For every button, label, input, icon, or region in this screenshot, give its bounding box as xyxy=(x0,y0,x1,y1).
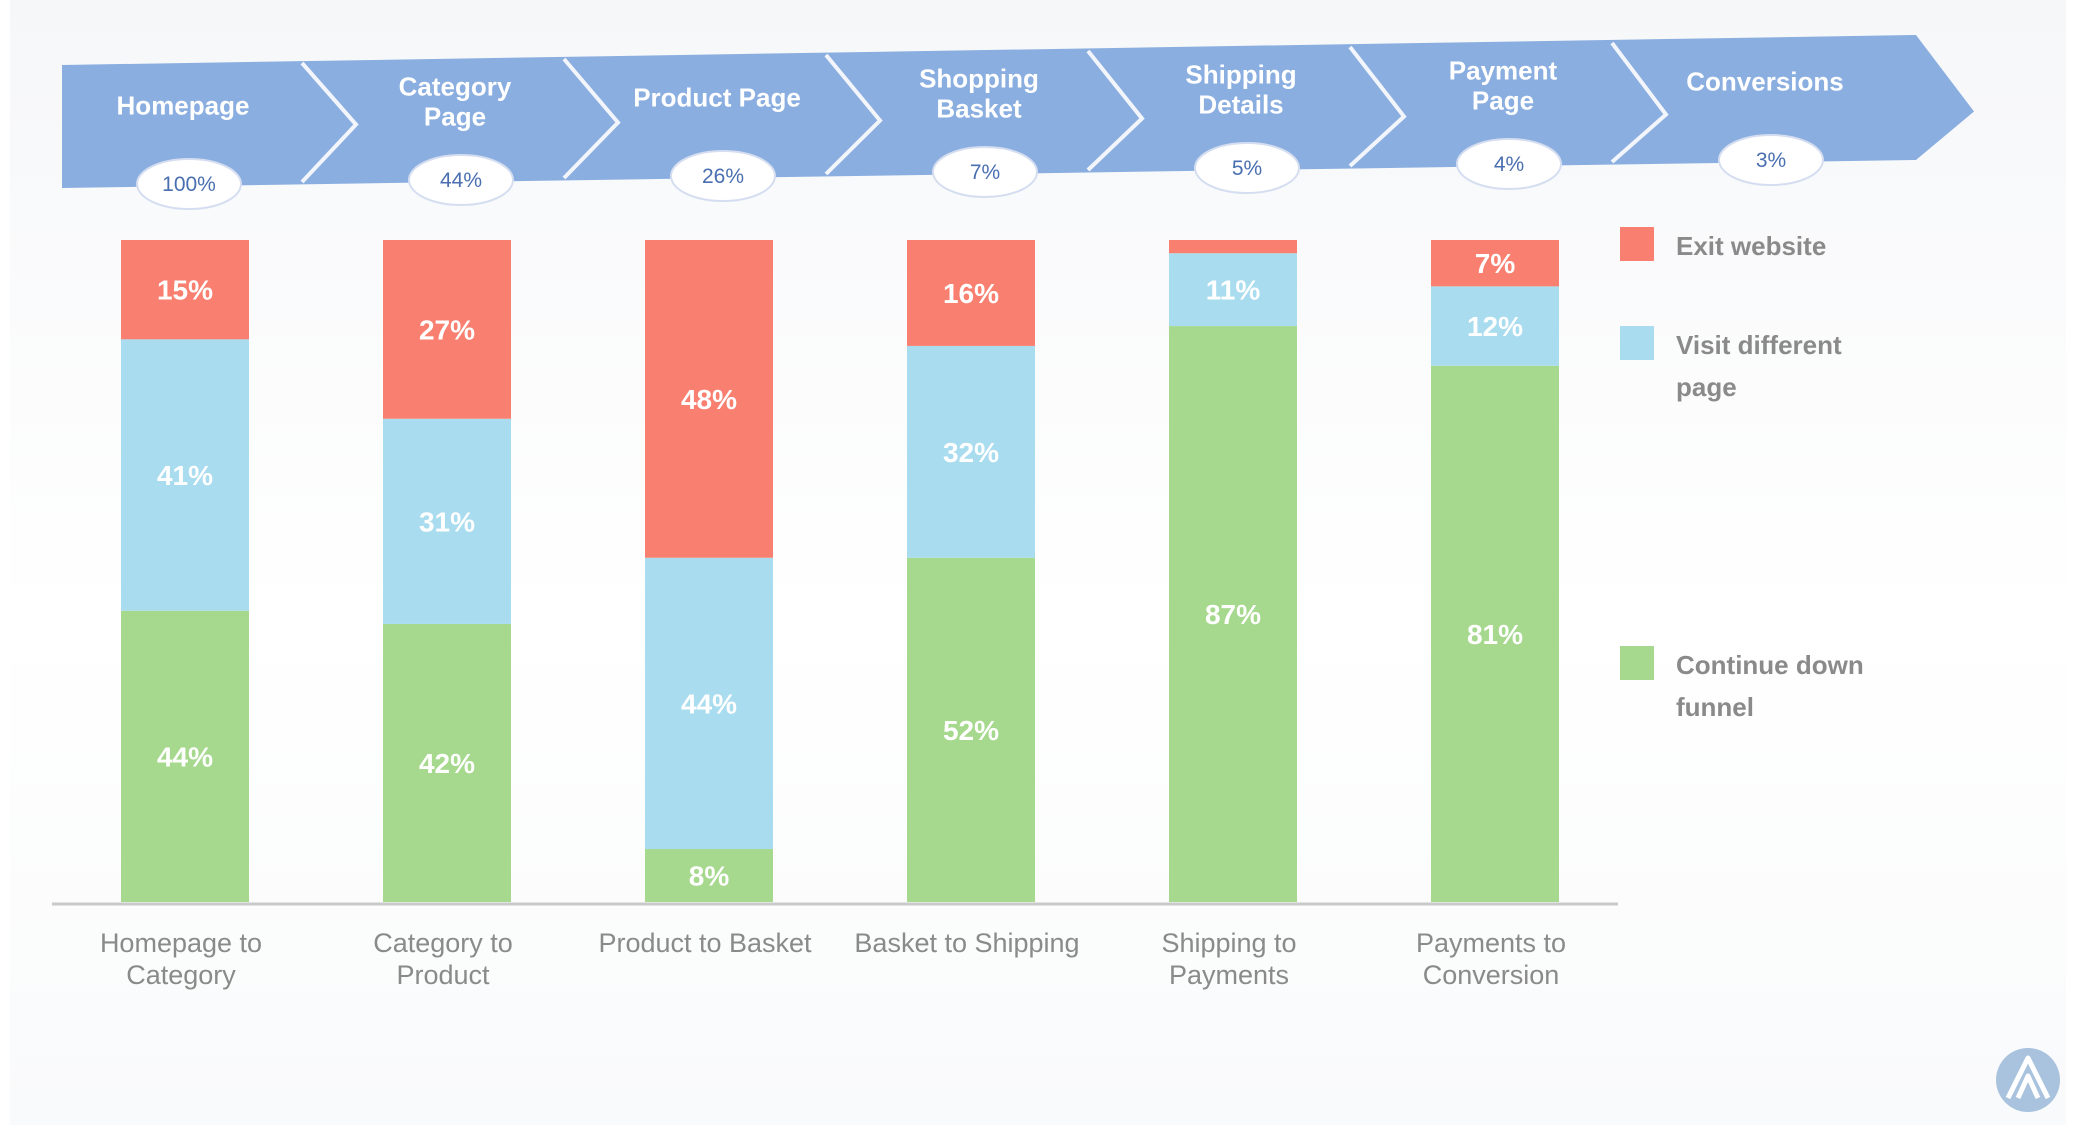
bar-segment-label: 8% xyxy=(689,861,730,892)
x-tick-label: Category to xyxy=(373,928,513,958)
bar-segment-label: 16% xyxy=(943,278,999,309)
funnel-stage-pct-badge xyxy=(670,150,776,202)
bar-segment xyxy=(1169,240,1297,254)
funnel-stage-pct-badge xyxy=(136,158,242,210)
bar-segment-label: 12% xyxy=(1467,311,1523,342)
x-tick-label: Payments to xyxy=(1416,928,1566,958)
x-tick-label: Product xyxy=(396,960,490,990)
funnel-stage-pct: 3% xyxy=(1756,149,1786,172)
legend-swatch xyxy=(1620,326,1654,360)
funnel-stage-label: Conversions xyxy=(1686,67,1844,97)
bar-segment xyxy=(645,557,773,850)
funnel-stage-label: Page xyxy=(1472,86,1534,116)
x-tick-label: Category xyxy=(126,960,236,990)
funnel-stage-label: Shipping xyxy=(1185,60,1296,90)
bar-segment-label: 41% xyxy=(157,460,213,491)
bar-segment xyxy=(1169,253,1297,327)
bar-segment-label: 48% xyxy=(681,384,737,415)
funnel-chevron-divider xyxy=(562,57,621,180)
bar-segment-label: 81% xyxy=(1467,619,1523,650)
bar-segment xyxy=(907,345,1035,558)
funnel-stage-pct: 26% xyxy=(702,165,744,188)
x-tick-label: Product to Basket xyxy=(598,928,812,958)
bar-segment xyxy=(1431,365,1559,902)
bar-segment xyxy=(121,610,249,902)
funnel-stage-pct-badge xyxy=(1194,142,1300,194)
bar-segment-label: 11% xyxy=(1206,275,1261,306)
funnel-stage-pct: 4% xyxy=(1494,153,1524,176)
bar-segment-label: 27% xyxy=(419,314,475,345)
bar-segment-label: 32% xyxy=(943,437,999,468)
x-tick-label: Payments xyxy=(1169,960,1289,990)
x-tick-label: Basket to Shipping xyxy=(854,928,1079,958)
brand-logo-icon xyxy=(1996,1048,2060,1112)
x-tick-label: Homepage to xyxy=(100,928,262,958)
legend-label: Visit different xyxy=(1676,330,1842,360)
bar-segment xyxy=(1169,326,1297,902)
bar-segment xyxy=(1431,240,1559,287)
funnel-stage-pct-badge xyxy=(932,146,1038,198)
funnel-stage-pct: 7% xyxy=(970,161,1000,184)
bar-segment-label: 31% xyxy=(419,506,475,537)
funnel-stage-label: Homepage xyxy=(117,91,250,121)
funnel-stage-pct: 5% xyxy=(1232,157,1262,180)
bar-segment xyxy=(383,418,511,624)
funnel-stage-pct-badge xyxy=(1718,134,1824,186)
bar-segment-label: 52% xyxy=(943,715,999,746)
bar-segment-label: 44% xyxy=(157,741,213,772)
funnel-stage-label: Payment xyxy=(1449,56,1558,86)
bar-segment-label: 44% xyxy=(681,688,737,719)
funnel-chevron-divider xyxy=(1348,45,1407,168)
bar-segment xyxy=(383,240,511,419)
x-tick-label: Shipping to xyxy=(1161,928,1296,958)
legend-label: page xyxy=(1676,372,1737,402)
legend-label: funnel xyxy=(1676,692,1754,722)
bar-segment xyxy=(121,240,249,340)
funnel-stage-label: Shopping xyxy=(919,64,1039,94)
funnel-stage-label: Page xyxy=(424,102,486,132)
bar-segment xyxy=(1431,286,1559,366)
bar-segment-label: 7% xyxy=(1475,248,1516,279)
funnel-stage-pct-badge xyxy=(408,154,514,206)
bar-segment-label: 87% xyxy=(1205,599,1261,630)
bar-segment-label: 42% xyxy=(419,748,475,779)
legend-swatch xyxy=(1620,646,1654,680)
slide-background xyxy=(10,0,2066,1125)
bar-segment xyxy=(907,557,1035,902)
funnel-stage-label: Product Page xyxy=(633,83,801,113)
x-tick-label: Conversion xyxy=(1423,960,1560,990)
funnel-stage-label: Category xyxy=(399,72,512,102)
bar-segment xyxy=(645,240,773,558)
bar-segment xyxy=(645,849,773,902)
funnel-chevron-divider xyxy=(1086,49,1145,172)
bar-segment xyxy=(383,623,511,902)
funnel-chevron-divider xyxy=(1610,41,1669,164)
funnel-stage-label: Details xyxy=(1198,90,1283,120)
funnel-chevron-divider xyxy=(824,53,883,176)
funnel-stage-pct-badge xyxy=(1456,138,1562,190)
funnel-stage-pct: 44% xyxy=(440,169,482,192)
funnel-stage-pct: 100% xyxy=(162,173,216,196)
funnel-chevron-divider xyxy=(300,61,359,184)
bar-segment-label: 15% xyxy=(157,275,213,306)
funnel-stage-label: Basket xyxy=(936,94,1022,124)
bar-segment xyxy=(121,339,249,611)
legend-swatch xyxy=(1620,227,1654,261)
legend-label: Exit website xyxy=(1676,231,1826,261)
bar-segment xyxy=(907,240,1035,346)
legend-label: Continue down xyxy=(1676,650,1864,680)
